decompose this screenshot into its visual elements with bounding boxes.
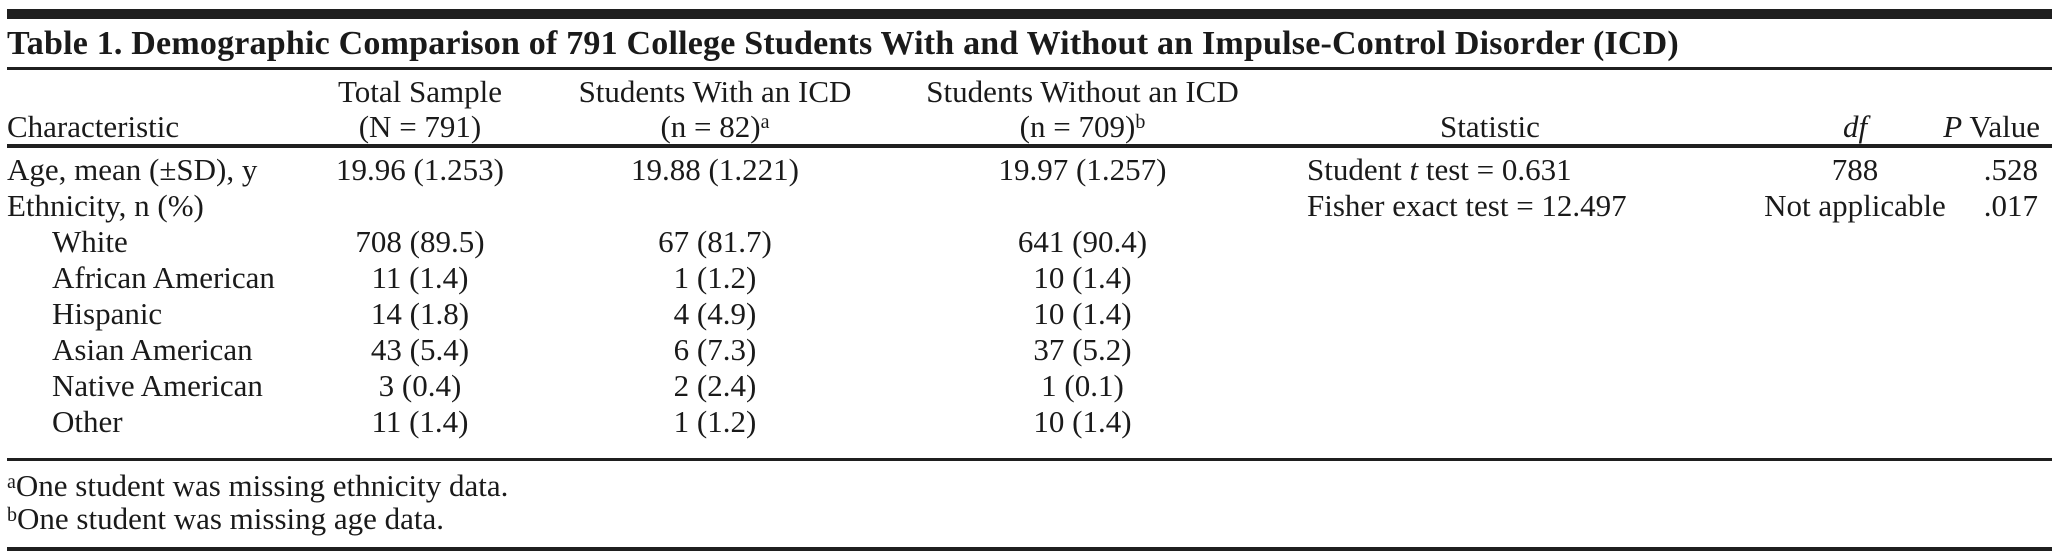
footnote-b-text: One student was missing age data. (17, 501, 445, 536)
without-icd-value: 37 (5.2) (1033, 332, 1132, 367)
table-header-row: Characteristic Total Sample (N = 791) St… (7, 70, 2052, 144)
footnotes: aOne student was missing ethnicity data.… (7, 461, 2052, 535)
header-characteristic-label: Characteristic (7, 109, 180, 144)
title-separator-rule (7, 67, 2052, 70)
row-label: Other (52, 404, 123, 439)
header-p-value-label: P Value (1943, 109, 2040, 144)
row-label: Hispanic (52, 296, 163, 331)
df-value (1740, 404, 1970, 440)
with-icd-value: 4 (4.9) (673, 296, 757, 331)
total-sample-value: 11 (1.4) (371, 260, 469, 295)
header-total-sample-line2: (N = 791) (358, 109, 482, 144)
df-value (1740, 224, 1970, 260)
top-heavy-rule (7, 9, 2052, 19)
footnote-b-marker: b (7, 504, 17, 526)
footnote-a-text: One student was missing ethnicity data. (15, 468, 509, 503)
total-sample-value: 11 (1.4) (371, 404, 469, 439)
without-icd-value: 19.97 (1.257) (998, 152, 1167, 187)
header-statistic-label: Statistic (1440, 109, 1540, 144)
statistic-value (1240, 368, 1740, 404)
total-sample-value: 3 (0.4) (378, 368, 462, 403)
statistic-value (1240, 224, 1740, 260)
p-value (1970, 332, 2052, 368)
p-value: .528 (1983, 152, 2038, 187)
header-without-icd-line2: (n = 709)b (1019, 109, 1146, 144)
footnote-separator-rule (7, 458, 2052, 461)
header-characteristic: Characteristic (7, 70, 335, 144)
p-value (1970, 260, 2052, 296)
statistic-value (1240, 404, 1740, 440)
header-without-icd-line1: Students Without an ICD (926, 74, 1239, 109)
row-label: African American (52, 260, 275, 295)
without-icd-value: 10 (1.4) (1033, 260, 1132, 295)
total-sample-value: 708 (89.5) (355, 224, 485, 259)
header-with-icd-line2: (n = 82)a (660, 109, 770, 144)
row-label: Ethnicity, n (%) (7, 188, 204, 223)
header-statistic: Statistic (1240, 70, 1740, 144)
bottom-rule (7, 547, 2052, 551)
p-value (1970, 224, 2052, 260)
footnote-a-marker: a (7, 471, 16, 493)
statistic-value (1240, 260, 1740, 296)
p-value (1970, 368, 2052, 404)
statistic-value: Student t test = 0.631 (1307, 152, 1572, 187)
statistic-value: Fisher exact test = 12.497 (1307, 188, 1627, 223)
without-icd-value: 1 (0.1) (1041, 368, 1124, 403)
without-icd-value: 10 (1.4) (1033, 404, 1132, 439)
p-value: .017 (1983, 188, 2038, 223)
without-icd-value: 641 (90.4) (1017, 224, 1148, 259)
footnote-a: aOne student was missing ethnicity data. (7, 469, 2052, 502)
without-icd-value: 10 (1.4) (1033, 296, 1132, 331)
total-sample-value: 19.96 (1.253) (336, 152, 504, 187)
with-icd-value: 6 (7.3) (673, 332, 757, 367)
header-with-icd-sup: a (760, 111, 770, 133)
total-sample-value: 14 (1.8) (370, 296, 470, 331)
footnote-b: bOne student was missing age data. (7, 502, 2052, 535)
table-body: Age, mean (±SD), y 19.96 (1.253) 19.88 (… (7, 152, 2052, 440)
df-value (1740, 260, 1970, 296)
df-value (1740, 332, 1970, 368)
table-title: Table 1. Demographic Comparison of 791 C… (7, 25, 1679, 62)
row-label: Native American (52, 368, 263, 403)
header-df-label: df (1842, 109, 1868, 144)
row-label: White (52, 224, 128, 259)
without-icd-value (925, 188, 1240, 224)
df-value: 788 (1831, 152, 1879, 187)
row-label: Age, mean (±SD), y (7, 152, 258, 187)
header-with-icd: Students With an ICD (n = 82)a (505, 70, 925, 144)
header-with-icd-line1: Students With an ICD (578, 74, 852, 109)
header-separator-rule (7, 144, 2052, 148)
with-icd-value: 2 (2.4) (673, 368, 757, 403)
p-value (1970, 296, 2052, 332)
with-icd-value: 1 (1.2) (673, 260, 757, 295)
row-label: Asian American (52, 332, 253, 367)
header-p-value: P Value (1943, 70, 2052, 144)
statistic-value (1240, 332, 1740, 368)
with-icd-value (505, 188, 925, 224)
total-sample-value (335, 188, 505, 224)
with-icd-value: 67 (81.7) (658, 224, 772, 259)
header-df: df (1740, 70, 1970, 144)
statistic-value (1240, 296, 1740, 332)
header-total-sample: Total Sample (N = 791) (335, 70, 505, 144)
df-value (1740, 296, 1970, 332)
total-sample-value: 43 (5.4) (370, 332, 470, 367)
header-without-icd: Students Without an ICD (n = 709)b (925, 70, 1240, 144)
header-without-icd-sup: b (1135, 111, 1146, 133)
with-icd-value: 19.88 (1.221) (631, 152, 799, 187)
p-value (1970, 404, 2052, 440)
df-value: Not applicable (1764, 188, 1946, 223)
header-total-sample-line1: Total Sample (338, 74, 502, 109)
df-value (1740, 368, 1970, 404)
with-icd-value: 1 (1.2) (673, 404, 757, 439)
